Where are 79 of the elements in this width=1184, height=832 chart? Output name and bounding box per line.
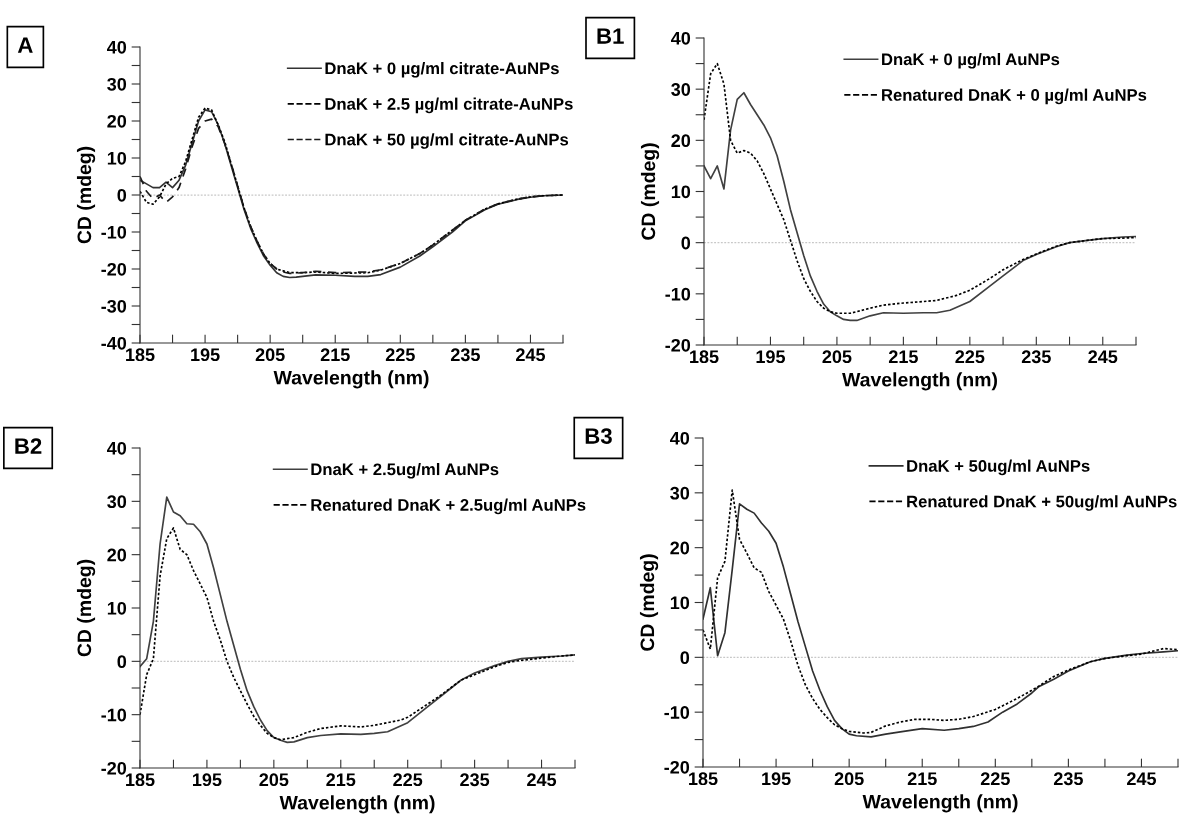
y-tick-label: -20 xyxy=(101,262,127,276)
x-tick-label: 215 xyxy=(907,772,937,786)
y-tick-label: 0 xyxy=(681,236,691,250)
x-tick-label: 195 xyxy=(756,350,786,364)
chart-title: B2 xyxy=(15,438,42,454)
legend-label: Renatured DnaK + 2.5ug/ml AuNPs xyxy=(311,498,586,515)
x-tick-label: 185 xyxy=(690,350,719,364)
legend-label: Renatured DnaK + 50ug/ml AuNPs xyxy=(907,495,1177,511)
x-tick-label: 245 xyxy=(516,348,546,362)
x-tick-label: 235 xyxy=(1021,350,1051,364)
x-tick-label: 205 xyxy=(255,348,285,362)
y-axis-title: CD (mdeg) xyxy=(639,554,659,651)
y-axis-title: CD (mdeg) xyxy=(76,146,96,244)
y-tick-label: 40 xyxy=(671,31,691,45)
y-tick-label: 20 xyxy=(671,134,691,148)
x-tick-label: 185 xyxy=(689,772,718,786)
x-tick-label: 185 xyxy=(126,773,155,787)
y-tick-label: 40 xyxy=(107,40,127,54)
y-tick-label: 10 xyxy=(107,601,127,615)
legend-label: DnaK + 2.5 µg/ml citrate-AuNPs xyxy=(325,97,573,114)
y-tick-label: 10 xyxy=(107,151,127,165)
x-tick-label: 195 xyxy=(191,348,220,362)
legend-label: DnaK + 0 µg/ml AuNPs xyxy=(882,53,1060,69)
chart-title: A xyxy=(17,37,33,53)
x-axis-title: Wavelength (nm) xyxy=(279,795,435,814)
y-axis-title: CD (mdeg) xyxy=(640,143,660,240)
legend-label: Renatured DnaK + 0 µg/ml AuNPs xyxy=(882,88,1147,105)
y-tick-label: -40 xyxy=(101,336,127,350)
x-tick-label: 245 xyxy=(1088,350,1118,364)
y-tick-label: 0 xyxy=(117,655,127,669)
chart-title: B3 xyxy=(585,428,612,444)
x-tick-label: 235 xyxy=(450,348,480,362)
x-tick-label: 215 xyxy=(320,348,350,362)
y-tick-label: 40 xyxy=(107,441,127,455)
y-tick-label: 30 xyxy=(671,83,691,96)
x-tick-label: 225 xyxy=(955,350,985,364)
y-tick-label: -10 xyxy=(101,708,127,722)
x-tick-label: 225 xyxy=(385,348,415,362)
legend-label: DnaK + 50ug/ml AuNPs xyxy=(907,459,1090,476)
x-tick-label: 215 xyxy=(888,350,918,364)
y-tick-label: 20 xyxy=(107,114,127,128)
y-tick-label: 20 xyxy=(670,541,690,555)
legend-label: DnaK + 0 µg/ml citrate-AuNPs xyxy=(325,62,559,78)
x-tick-label: 205 xyxy=(822,350,852,364)
y-tick-label: 30 xyxy=(107,495,127,509)
x-tick-label: 195 xyxy=(193,773,222,787)
y-tick-label: -30 xyxy=(101,299,127,313)
x-tick-label: 205 xyxy=(834,772,864,786)
x-tick-label: 205 xyxy=(259,773,289,787)
y-tick-label: 0 xyxy=(680,651,690,665)
x-tick-label: 225 xyxy=(393,773,423,787)
x-axis-title: Wavelength (nm) xyxy=(842,372,997,391)
y-tick-label: 30 xyxy=(670,486,690,500)
y-tick-label: 10 xyxy=(670,596,690,610)
x-tick-label: 185 xyxy=(126,348,155,362)
y-tick-label: 0 xyxy=(117,188,127,202)
y-tick-label: -10 xyxy=(101,225,127,239)
y-tick-label: -20 xyxy=(665,338,691,352)
legend-label: DnaK + 50 µg/ml citrate-AuNPs xyxy=(325,133,569,149)
y-tick-label: -10 xyxy=(665,287,691,301)
y-tick-label: 20 xyxy=(107,548,127,562)
chart-title: B1 xyxy=(597,28,624,44)
x-tick-label: 195 xyxy=(762,772,791,786)
x-axis-title: Wavelength (nm) xyxy=(862,794,1018,813)
legend-label: DnaK + 2.5ug/ml AuNPs xyxy=(311,463,499,479)
x-tick-label: 245 xyxy=(527,773,557,787)
y-tick-label: 10 xyxy=(671,185,691,199)
y-tick-label: 40 xyxy=(670,431,690,445)
y-axis-title: CD (mdeg) xyxy=(76,559,96,657)
y-tick-label: 30 xyxy=(107,77,127,91)
x-tick-label: 235 xyxy=(1053,772,1083,786)
x-axis-title: Wavelength (nm) xyxy=(273,370,429,389)
x-tick-label: 215 xyxy=(326,773,356,787)
x-tick-label: 235 xyxy=(460,773,490,787)
y-tick-label: -20 xyxy=(664,760,690,774)
x-tick-label: 245 xyxy=(1127,772,1157,786)
y-tick-label: -10 xyxy=(664,706,690,719)
y-tick-label: -20 xyxy=(101,761,127,775)
x-tick-label: 225 xyxy=(980,772,1010,786)
